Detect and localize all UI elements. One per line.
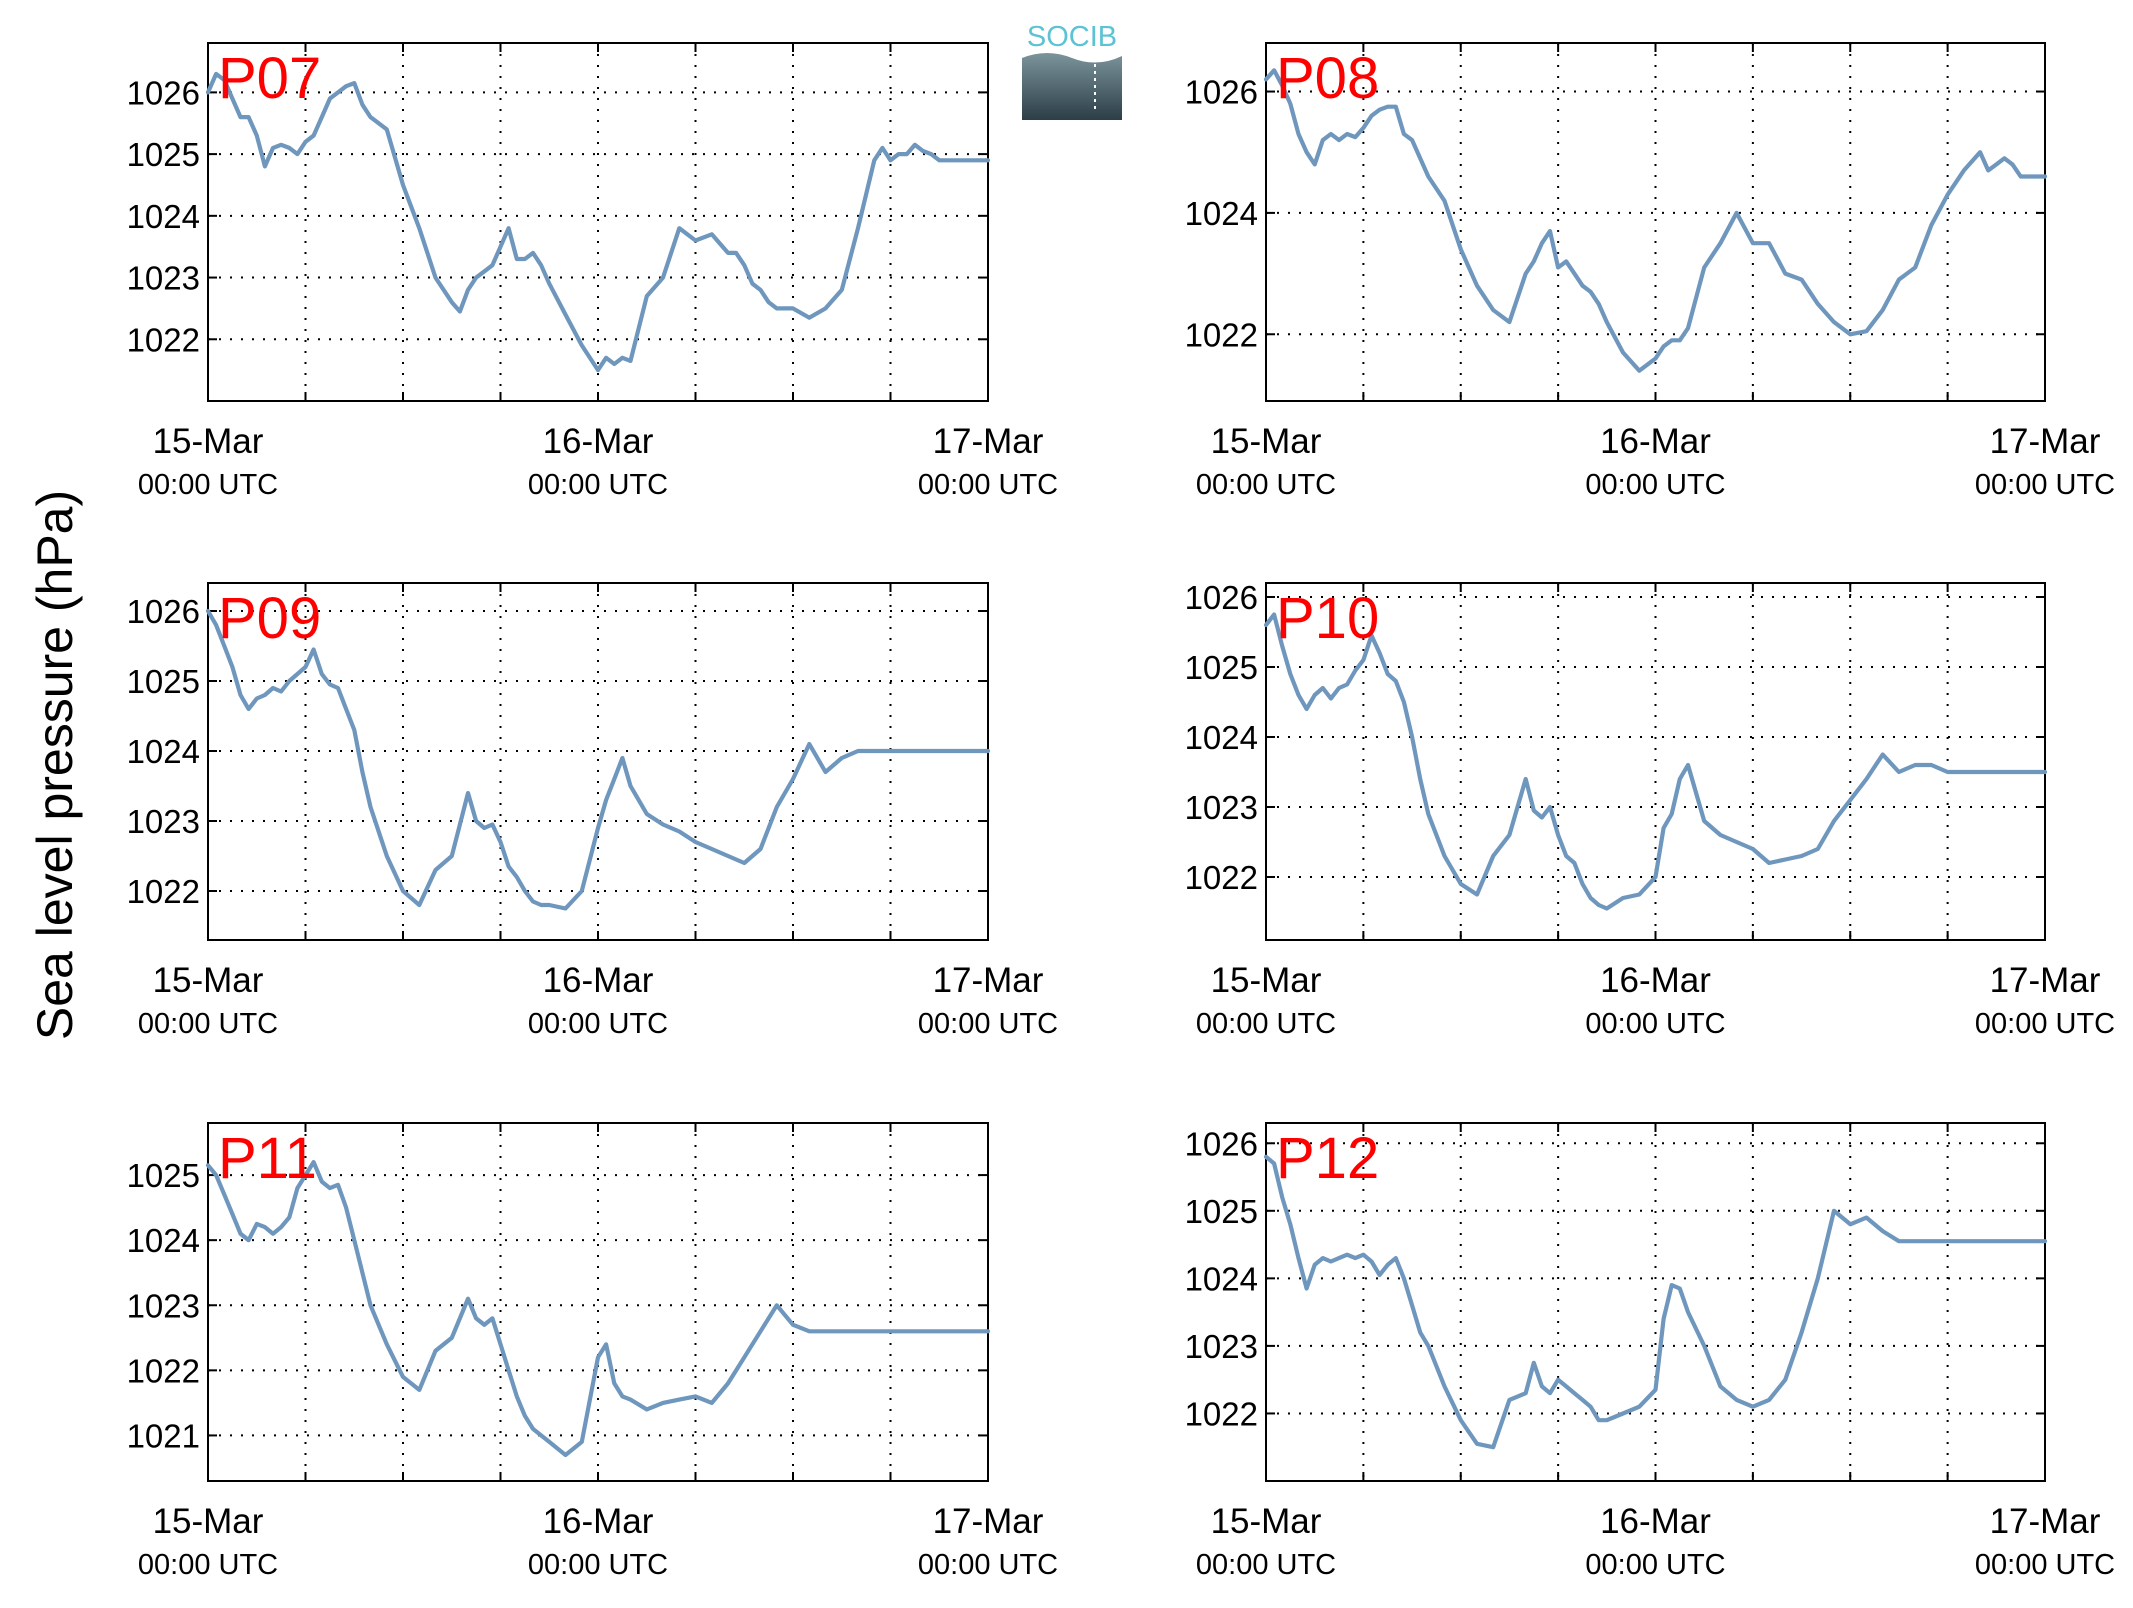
x-tick-label-time: 00:00 UTC: [528, 1549, 668, 1581]
panel-title: P09: [218, 586, 321, 651]
x-tick-label-date: 17-Mar: [933, 422, 1044, 461]
series-line-p09: [205, 608, 991, 911]
y-tick-label: 1025: [127, 663, 200, 700]
x-tick-label-date: 15-Mar: [153, 961, 264, 1000]
y-tick-label: 1024: [127, 198, 200, 235]
x-tick-label-time: 00:00 UTC: [1585, 469, 1725, 501]
panel-title: P10: [1276, 586, 1379, 651]
panel-p07: 1022 1023 1024 1025 1026 15-Mar 00:00 UTC 16-Ma…: [127, 42, 1058, 501]
x-tick-label-time: 00:00 UTC: [1585, 1549, 1725, 1581]
panel-title: P08: [1276, 46, 1379, 111]
socib-logo: SOCIB: [1022, 16, 1122, 120]
x-tick-label-time: 00:00 UTC: [1975, 469, 2115, 501]
x-tick-label-date: 16-Mar: [543, 422, 654, 461]
y-tick-label: 1023: [127, 1287, 200, 1324]
series-line-p07: [205, 71, 991, 373]
x-tick-label-time: 00:00 UTC: [1196, 1008, 1336, 1040]
x-tick-label-time: 00:00 UTC: [1196, 1549, 1336, 1581]
y-tick-label: 1025: [127, 1157, 200, 1194]
y-tick-label: 1022: [127, 873, 200, 910]
x-tick-label-date: 15-Mar: [153, 422, 264, 461]
series-line-p08: [1263, 68, 2048, 373]
x-tick-label-date: 17-Mar: [1990, 961, 2101, 1000]
y-tick-label: 1023: [1185, 789, 1258, 826]
x-tick-label-time: 00:00 UTC: [1975, 1008, 2115, 1040]
series-line-p10: [1263, 612, 2048, 911]
x-tick-label-date: 17-Mar: [1990, 422, 2101, 461]
x-tick-label-date: 17-Mar: [933, 961, 1044, 1000]
x-tick-label-time: 00:00 UTC: [528, 1008, 668, 1040]
y-tick-label: 1026: [1185, 1125, 1258, 1162]
series-line-p12: [1263, 1154, 2048, 1450]
panel-p09: 1022 1023 1024 1025 1026 15-Mar 00:00 UTC 16-Ma…: [127, 582, 1058, 1040]
series-line-p11: [205, 1160, 991, 1458]
x-tick-label-date: 15-Mar: [1211, 1502, 1322, 1541]
y-tick-label: 1022: [1185, 316, 1258, 353]
x-tick-label-time: 00:00 UTC: [918, 469, 1058, 501]
panels: 1022 1023 1024 1025 1026 15-Mar 00:00 UTC 16-Ma…: [127, 42, 2116, 1581]
x-tick-label-date: 17-Mar: [1990, 1502, 2101, 1541]
panel-p12: 1022 1023 1024 1025 1026 15-Mar 00:00 UTC 16-Ma…: [1185, 1122, 2115, 1581]
x-tick-label-time: 00:00 UTC: [1585, 1008, 1725, 1040]
x-tick-label-date: 17-Mar: [933, 1502, 1044, 1541]
y-tick-label: 1025: [127, 136, 200, 173]
y-tick-label: 1026: [127, 593, 200, 630]
x-tick-label-date: 16-Mar: [543, 1502, 654, 1541]
y-tick-label: 1022: [127, 321, 200, 358]
x-tick-label-time: 00:00 UTC: [918, 1008, 1058, 1040]
y-tick-label: 1022: [127, 1352, 200, 1389]
panel-title: P12: [1276, 1126, 1379, 1191]
x-tick-label-time: 00:00 UTC: [1975, 1549, 2115, 1581]
y-axis-label: Sea level pressure (hPa): [27, 490, 83, 1040]
y-tick-label: 1024: [1185, 1260, 1258, 1297]
x-tick-label-date: 15-Mar: [1211, 961, 1322, 1000]
panel-title: P11: [218, 1126, 317, 1191]
y-tick-label: 1023: [127, 260, 200, 297]
panel-p10: 1022 1023 1024 1025 1026 15-Mar 00:00 UTC 16-Ma…: [1185, 579, 2116, 1040]
x-tick-label-time: 00:00 UTC: [1196, 469, 1336, 501]
y-tick-label: 1024: [127, 733, 200, 770]
x-tick-label-time: 00:00 UTC: [138, 469, 278, 501]
y-tick-label: 1024: [1185, 719, 1258, 756]
y-tick-label: 1025: [1185, 649, 1258, 686]
panel-p08: 1022 1024 1026 15-Mar 00:00 UTC 16-Mar 00:00 U…: [1185, 42, 2115, 501]
x-tick-label-date: 16-Mar: [1600, 422, 1711, 461]
logo-text: SOCIB: [1027, 21, 1117, 53]
y-tick-label: 1025: [1185, 1193, 1258, 1230]
y-tick-label: 1023: [1185, 1328, 1258, 1365]
x-tick-label-date: 16-Mar: [543, 961, 654, 1000]
x-tick-label-date: 16-Mar: [1600, 961, 1711, 1000]
y-tick-label: 1022: [1185, 859, 1258, 896]
x-tick-label-date: 15-Mar: [153, 1502, 264, 1541]
x-tick-label-date: 16-Mar: [1600, 1502, 1711, 1541]
panel-p11: 1021 1022 1023 1024 1025 15-Mar 00:00 UTC 16-Ma…: [127, 1122, 1058, 1581]
logo-wave: [1022, 53, 1122, 120]
y-tick-label: 1023: [127, 803, 200, 840]
y-tick-label: 1022: [1185, 1395, 1258, 1432]
x-tick-label-time: 00:00 UTC: [138, 1549, 278, 1581]
y-tick-label: 1024: [127, 1222, 200, 1259]
x-tick-label-time: 00:00 UTC: [528, 469, 668, 501]
x-tick-label-date: 15-Mar: [1211, 422, 1322, 461]
panel-title: P07: [218, 46, 321, 111]
y-tick-label: 1026: [1185, 74, 1258, 111]
x-tick-label-time: 00:00 UTC: [138, 1008, 278, 1040]
x-tick-label-time: 00:00 UTC: [918, 1549, 1058, 1581]
y-tick-label: 1021: [127, 1417, 200, 1454]
y-tick-label: 1026: [1185, 579, 1258, 616]
y-tick-label: 1024: [1185, 195, 1258, 232]
y-tick-label: 1026: [127, 74, 200, 111]
